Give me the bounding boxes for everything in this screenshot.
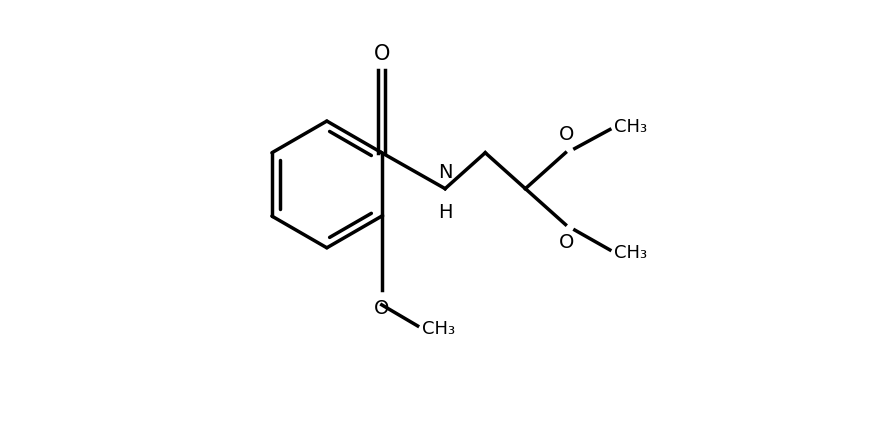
- Text: O: O: [374, 44, 390, 64]
- Text: CH₃: CH₃: [614, 244, 647, 262]
- Text: O: O: [559, 233, 574, 252]
- Text: O: O: [374, 299, 390, 318]
- Text: H: H: [438, 203, 453, 223]
- Text: O: O: [559, 125, 574, 144]
- Text: CH₃: CH₃: [422, 320, 455, 338]
- Text: CH₃: CH₃: [614, 119, 647, 137]
- Text: N: N: [438, 163, 453, 182]
